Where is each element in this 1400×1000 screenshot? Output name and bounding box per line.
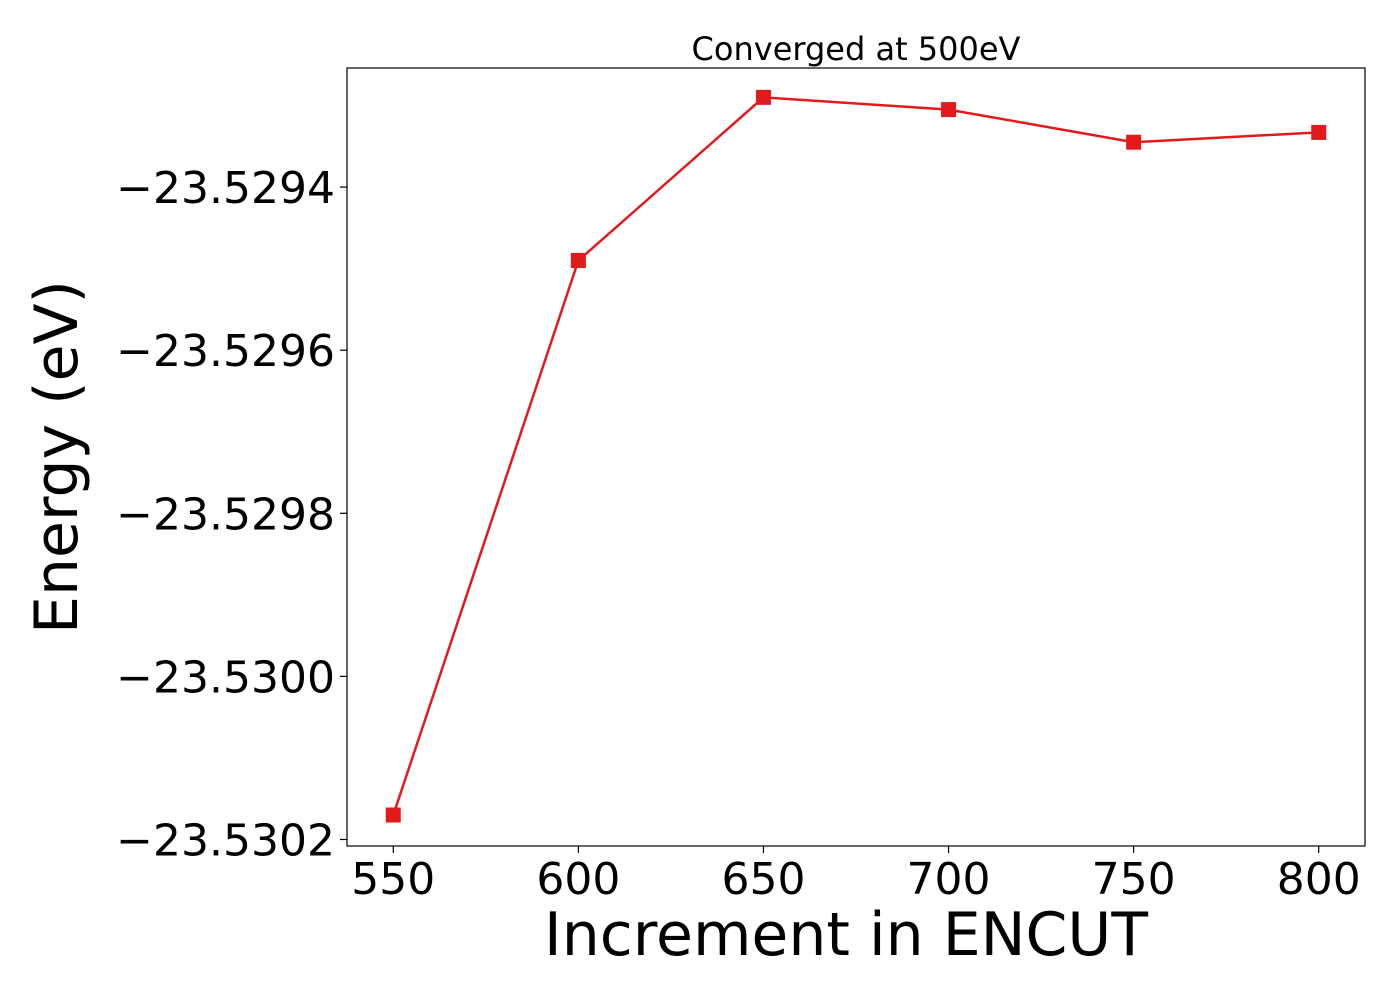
y-axis-label: Energy (eV) <box>22 280 92 634</box>
data-point-marker <box>1126 134 1142 150</box>
plot-area <box>346 67 1366 847</box>
x-tick-label: 750 <box>1092 854 1176 905</box>
y-tick-label: −23.5294 <box>116 163 335 214</box>
x-tick-label: 550 <box>351 854 435 905</box>
x-tick-label: 600 <box>536 854 620 905</box>
y-tick-label: −23.5302 <box>116 815 335 866</box>
chart-title: Converged at 500eV <box>692 30 1021 68</box>
y-tick-label: −23.5296 <box>116 326 335 377</box>
data-point-marker <box>941 102 957 118</box>
x-tick-label: 700 <box>907 854 991 905</box>
data-point-marker <box>385 807 401 823</box>
y-tick-label: −23.5300 <box>116 652 335 703</box>
y-axis: −23.5294 −23.5296 −23.5298 −23.5300 −23.5302 <box>116 163 347 866</box>
series-line <box>392 96 1319 816</box>
x-axis: 550 600 650 700 750 800 <box>351 846 1361 905</box>
x-tick-label: 800 <box>1277 854 1361 905</box>
y-tick-label: −23.5298 <box>116 489 335 540</box>
data-point-marker <box>570 252 586 268</box>
x-tick-label: 650 <box>721 854 805 905</box>
x-axis-label: Increment in ENCUT <box>544 900 1148 970</box>
data-point-marker <box>1311 124 1327 140</box>
series-layer <box>385 89 1327 823</box>
data-point-marker <box>755 89 771 105</box>
